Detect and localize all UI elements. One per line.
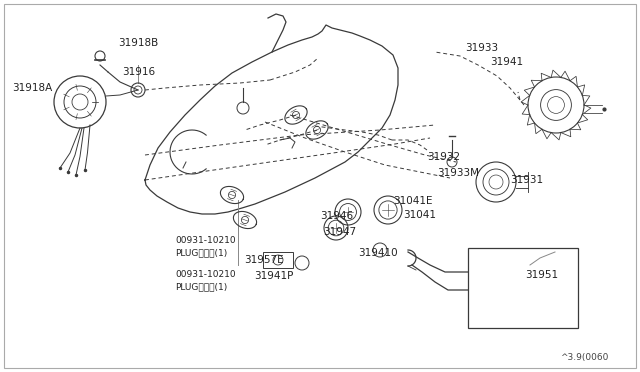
Text: 31941: 31941 — [490, 57, 523, 67]
Text: 31946: 31946 — [320, 211, 353, 221]
Text: 31918A: 31918A — [12, 83, 52, 93]
Bar — [263, 252, 293, 268]
Text: 00931-10210: 00931-10210 — [175, 236, 236, 245]
Text: 31932: 31932 — [427, 152, 460, 162]
Text: 319410: 319410 — [358, 248, 397, 258]
Text: PLUGプラグ(1): PLUGプラグ(1) — [175, 282, 227, 291]
Text: 31918B: 31918B — [118, 38, 158, 48]
Bar — [468, 248, 578, 328]
Text: 00931-10210: 00931-10210 — [175, 270, 236, 279]
Text: 31933M: 31933M — [437, 168, 479, 178]
Text: 31041: 31041 — [403, 210, 436, 220]
Text: 31957E: 31957E — [244, 255, 284, 265]
Text: PLUGプラグ(1): PLUGプラグ(1) — [175, 248, 227, 257]
Text: 31931: 31931 — [510, 175, 543, 185]
Text: 31916: 31916 — [122, 67, 155, 77]
Text: 31941P: 31941P — [254, 271, 293, 281]
Text: 31947: 31947 — [323, 227, 356, 237]
Text: 31951: 31951 — [525, 270, 558, 280]
Text: 31933: 31933 — [465, 43, 498, 53]
Text: ^3.9(0060: ^3.9(0060 — [560, 353, 609, 362]
Text: 31041E: 31041E — [393, 196, 433, 206]
